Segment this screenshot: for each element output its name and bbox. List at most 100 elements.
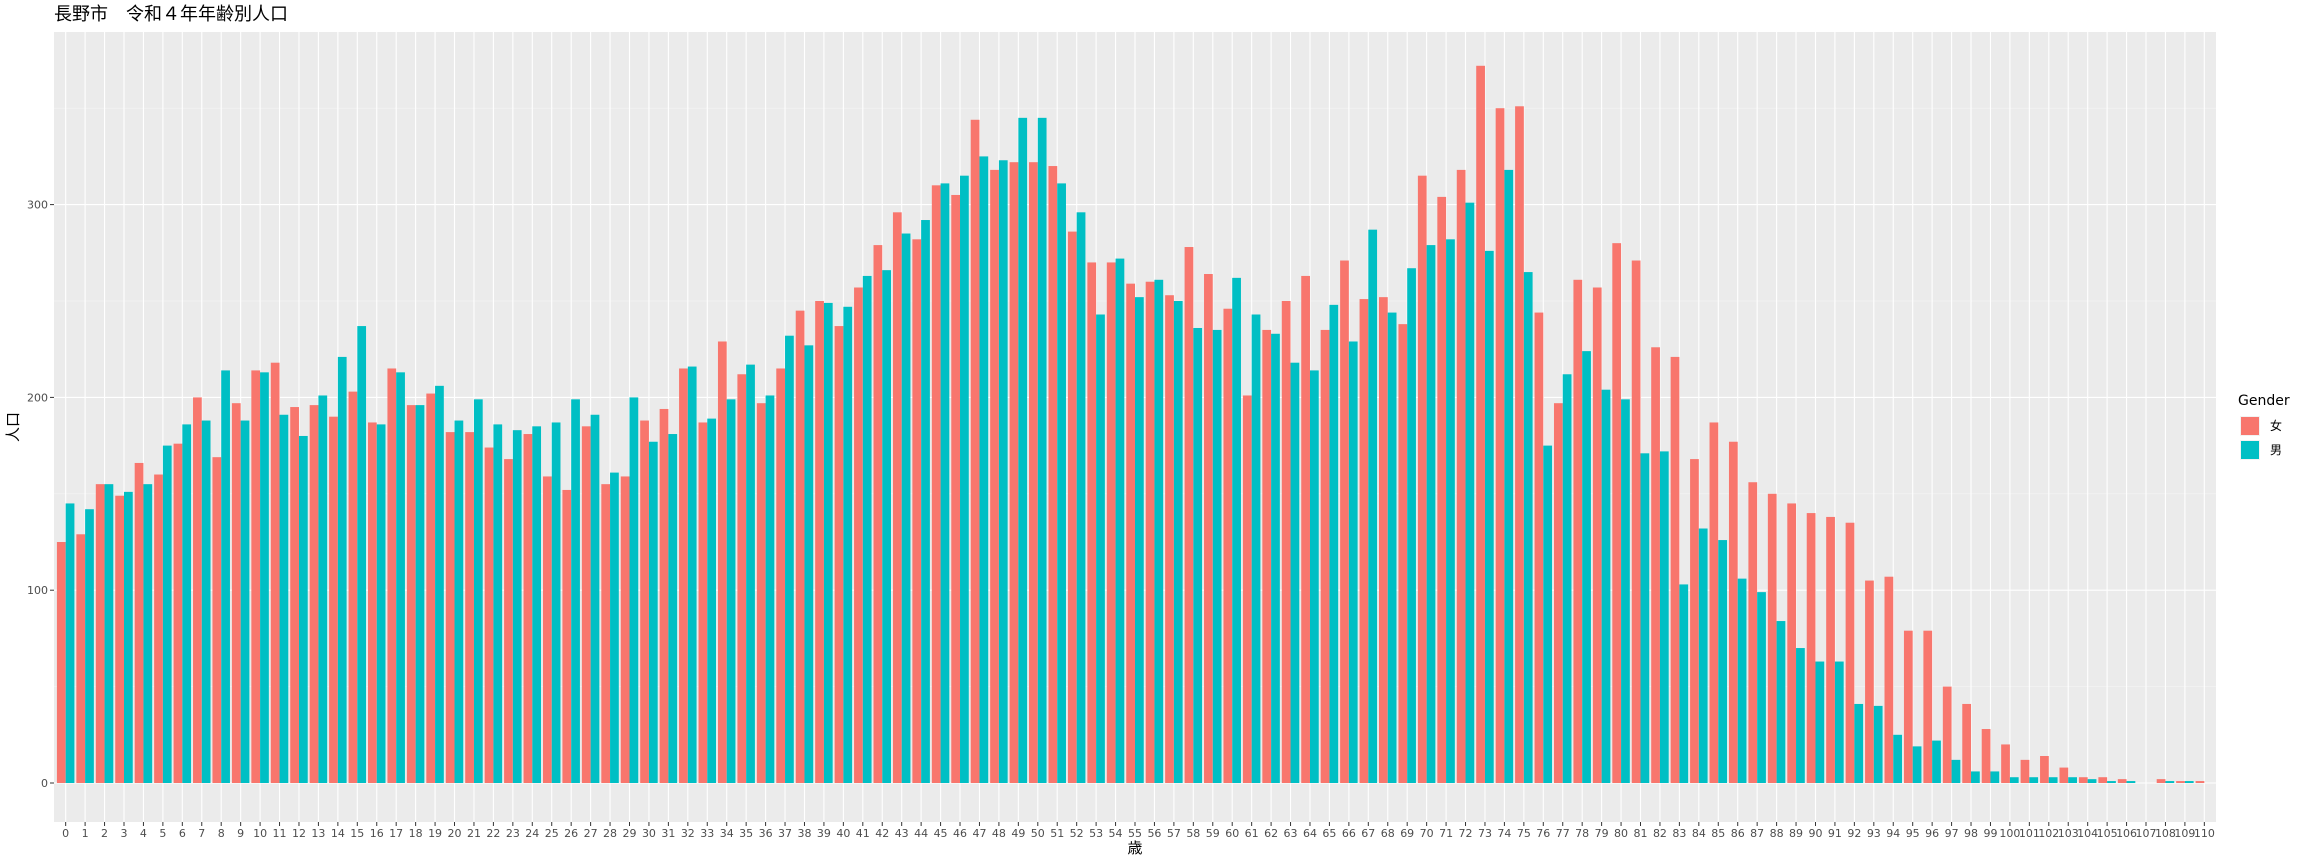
x-tick-label: 36 bbox=[759, 827, 773, 840]
bar-male-23 bbox=[512, 430, 522, 783]
x-tick-label: 15 bbox=[350, 827, 364, 840]
x-tick-label: 82 bbox=[1653, 827, 1667, 840]
bar-female-41 bbox=[854, 287, 863, 783]
x-tick-label: 100 bbox=[1999, 827, 2020, 840]
bar-male-109 bbox=[2184, 781, 2194, 783]
x-tick-label: 104 bbox=[2077, 827, 2098, 840]
bar-female-22 bbox=[484, 447, 494, 783]
x-tick-label: 107 bbox=[2136, 827, 2157, 840]
x-tick-label: 79 bbox=[1595, 827, 1609, 840]
bar-male-5 bbox=[162, 445, 172, 783]
bar-male-49 bbox=[1018, 117, 1028, 784]
x-tick-label: 4 bbox=[140, 827, 147, 840]
x-tick-label: 90 bbox=[1808, 827, 1822, 840]
x-tick-label: 29 bbox=[622, 827, 636, 840]
x-tick-label: 86 bbox=[1731, 827, 1745, 840]
bar-female-72 bbox=[1456, 169, 1466, 783]
x-tick-label: 106 bbox=[2116, 827, 2137, 840]
bar-female-34 bbox=[717, 341, 727, 783]
x-tick-label: 31 bbox=[661, 827, 675, 840]
bar-male-76 bbox=[1543, 445, 1553, 783]
bar-female-70 bbox=[1417, 175, 1427, 783]
bar-female-94 bbox=[1884, 576, 1894, 783]
x-tick-label: 1 bbox=[82, 827, 89, 840]
bar-female-18 bbox=[406, 405, 416, 783]
bar-female-37 bbox=[776, 368, 786, 783]
bar-male-25 bbox=[551, 422, 561, 783]
bar-male-0 bbox=[65, 503, 75, 783]
bar-male-77 bbox=[1562, 374, 1572, 783]
x-tick-label: 44 bbox=[914, 827, 928, 840]
bar-female-17 bbox=[387, 368, 397, 783]
bar-female-40 bbox=[834, 326, 844, 783]
bar-female-91 bbox=[1826, 516, 1835, 783]
x-tick-label: 71 bbox=[1439, 827, 1453, 840]
bar-male-9 bbox=[240, 420, 250, 783]
bar-female-35 bbox=[737, 374, 747, 783]
bar-male-52 bbox=[1076, 212, 1086, 783]
bar-male-102 bbox=[2048, 777, 2058, 783]
bar-male-88 bbox=[1776, 621, 1786, 783]
bar-female-52 bbox=[1067, 231, 1077, 784]
x-tick-label: 28 bbox=[603, 827, 617, 840]
bar-male-55 bbox=[1135, 297, 1144, 783]
bar-female-53 bbox=[1087, 262, 1097, 783]
bar-female-106 bbox=[2117, 779, 2127, 783]
bar-female-3 bbox=[115, 495, 124, 783]
x-tick-label: 99 bbox=[1983, 827, 1997, 840]
bar-male-15 bbox=[357, 326, 367, 783]
x-tick-label: 92 bbox=[1847, 827, 1861, 840]
bar-male-82 bbox=[1659, 451, 1669, 783]
x-tick-label: 50 bbox=[1031, 827, 1045, 840]
x-tick-label: 9 bbox=[237, 827, 244, 840]
x-tick-label: 10 bbox=[253, 827, 267, 840]
x-tick-label: 11 bbox=[273, 827, 287, 840]
bar-female-110 bbox=[2195, 781, 2205, 783]
bar-male-63 bbox=[1290, 362, 1300, 783]
legend-label-female: 女 bbox=[2270, 418, 2282, 433]
x-tick-label: 41 bbox=[856, 827, 870, 840]
bar-female-13 bbox=[309, 405, 319, 783]
bar-female-24 bbox=[523, 434, 533, 783]
x-tick-label: 46 bbox=[953, 827, 967, 840]
bar-female-69 bbox=[1398, 324, 1408, 783]
bar-male-2 bbox=[104, 484, 114, 783]
x-tick-label: 47 bbox=[972, 827, 986, 840]
bar-female-73 bbox=[1476, 65, 1485, 783]
x-tick-label: 67 bbox=[1361, 827, 1375, 840]
bar-male-83 bbox=[1679, 584, 1689, 783]
legend-label-male: 男 bbox=[2270, 443, 2282, 457]
bar-male-106 bbox=[2126, 781, 2136, 783]
x-tick-label: 60 bbox=[1225, 827, 1239, 840]
x-tick-label: 78 bbox=[1575, 827, 1589, 840]
bar-female-93 bbox=[1865, 580, 1874, 783]
bar-female-67 bbox=[1359, 299, 1369, 783]
bar-male-42 bbox=[882, 270, 891, 784]
bar-male-14 bbox=[337, 356, 347, 783]
bar-female-14 bbox=[329, 416, 338, 783]
bar-male-62 bbox=[1271, 333, 1280, 783]
x-tick-label: 93 bbox=[1867, 827, 1881, 840]
bar-male-78 bbox=[1582, 351, 1591, 783]
bar-female-16 bbox=[367, 422, 377, 783]
x-tick-label: 23 bbox=[506, 827, 520, 840]
bar-male-79 bbox=[1601, 389, 1611, 783]
x-tick-label: 52 bbox=[1070, 827, 1084, 840]
bar-female-48 bbox=[990, 169, 999, 783]
x-tick-label: 40 bbox=[836, 827, 850, 840]
x-tick-label: 85 bbox=[1711, 827, 1725, 840]
chart-title: 長野市 令和４年年齢別人口 bbox=[54, 4, 288, 25]
x-tick-label: 42 bbox=[875, 827, 889, 840]
x-tick-label: 26 bbox=[564, 827, 578, 840]
bar-male-1 bbox=[85, 509, 94, 783]
bar-male-12 bbox=[298, 435, 308, 783]
bar-female-77 bbox=[1553, 403, 1563, 783]
bar-female-75 bbox=[1515, 106, 1524, 784]
bar-male-28 bbox=[610, 472, 619, 783]
bar-female-57 bbox=[1165, 295, 1174, 783]
bar-female-44 bbox=[912, 239, 922, 783]
bar-female-61 bbox=[1242, 395, 1252, 783]
bar-female-65 bbox=[1320, 329, 1330, 783]
bar-male-44 bbox=[921, 220, 930, 784]
